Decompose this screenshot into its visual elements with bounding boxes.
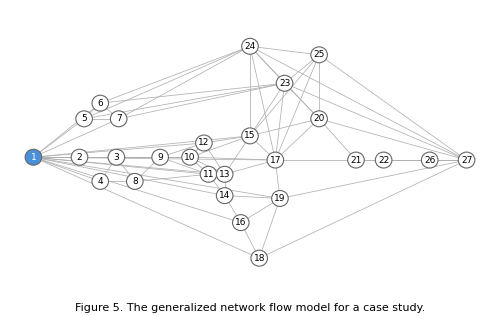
Text: 18: 18	[254, 254, 265, 263]
Ellipse shape	[76, 111, 92, 127]
Text: 24: 24	[244, 42, 256, 51]
Text: 4: 4	[98, 177, 103, 186]
Ellipse shape	[71, 149, 88, 165]
Ellipse shape	[182, 149, 198, 165]
Ellipse shape	[348, 152, 364, 168]
Ellipse shape	[311, 111, 328, 127]
Ellipse shape	[108, 149, 124, 165]
Text: 3: 3	[114, 153, 119, 162]
Text: 10: 10	[184, 153, 196, 162]
Ellipse shape	[276, 75, 293, 91]
Ellipse shape	[216, 166, 233, 182]
Ellipse shape	[92, 95, 108, 111]
Text: 12: 12	[198, 138, 209, 148]
Ellipse shape	[110, 111, 127, 127]
Ellipse shape	[196, 135, 212, 151]
Text: 16: 16	[235, 218, 246, 227]
Text: 23: 23	[279, 79, 290, 88]
Ellipse shape	[126, 173, 143, 189]
Text: 1: 1	[30, 153, 36, 162]
Text: 25: 25	[314, 50, 325, 59]
Text: 20: 20	[314, 114, 325, 123]
Text: 13: 13	[219, 170, 230, 179]
Text: 14: 14	[219, 191, 230, 200]
Text: 19: 19	[274, 194, 285, 203]
Ellipse shape	[251, 250, 268, 266]
Ellipse shape	[272, 191, 288, 206]
Ellipse shape	[242, 38, 258, 54]
Ellipse shape	[152, 149, 168, 165]
Text: 6: 6	[98, 99, 103, 108]
Ellipse shape	[242, 128, 258, 144]
Text: 9: 9	[158, 153, 163, 162]
Text: 17: 17	[270, 155, 281, 165]
Text: 11: 11	[203, 170, 214, 179]
Text: 2: 2	[76, 153, 82, 162]
Text: 22: 22	[378, 155, 390, 165]
Text: 26: 26	[424, 155, 436, 165]
Ellipse shape	[376, 152, 392, 168]
Ellipse shape	[422, 152, 438, 168]
Ellipse shape	[25, 149, 42, 165]
Ellipse shape	[458, 152, 475, 168]
Text: Figure 5. The generalized network flow model for a case study.: Figure 5. The generalized network flow m…	[75, 303, 425, 313]
Ellipse shape	[311, 47, 328, 63]
Text: 27: 27	[461, 155, 472, 165]
Ellipse shape	[216, 188, 233, 204]
Ellipse shape	[92, 173, 108, 189]
Text: 7: 7	[116, 114, 121, 123]
Text: 8: 8	[132, 177, 138, 186]
Ellipse shape	[200, 166, 217, 182]
Ellipse shape	[267, 152, 283, 168]
Text: 5: 5	[81, 114, 87, 123]
Text: 15: 15	[244, 131, 256, 140]
Text: 21: 21	[350, 155, 362, 165]
Ellipse shape	[232, 215, 249, 231]
